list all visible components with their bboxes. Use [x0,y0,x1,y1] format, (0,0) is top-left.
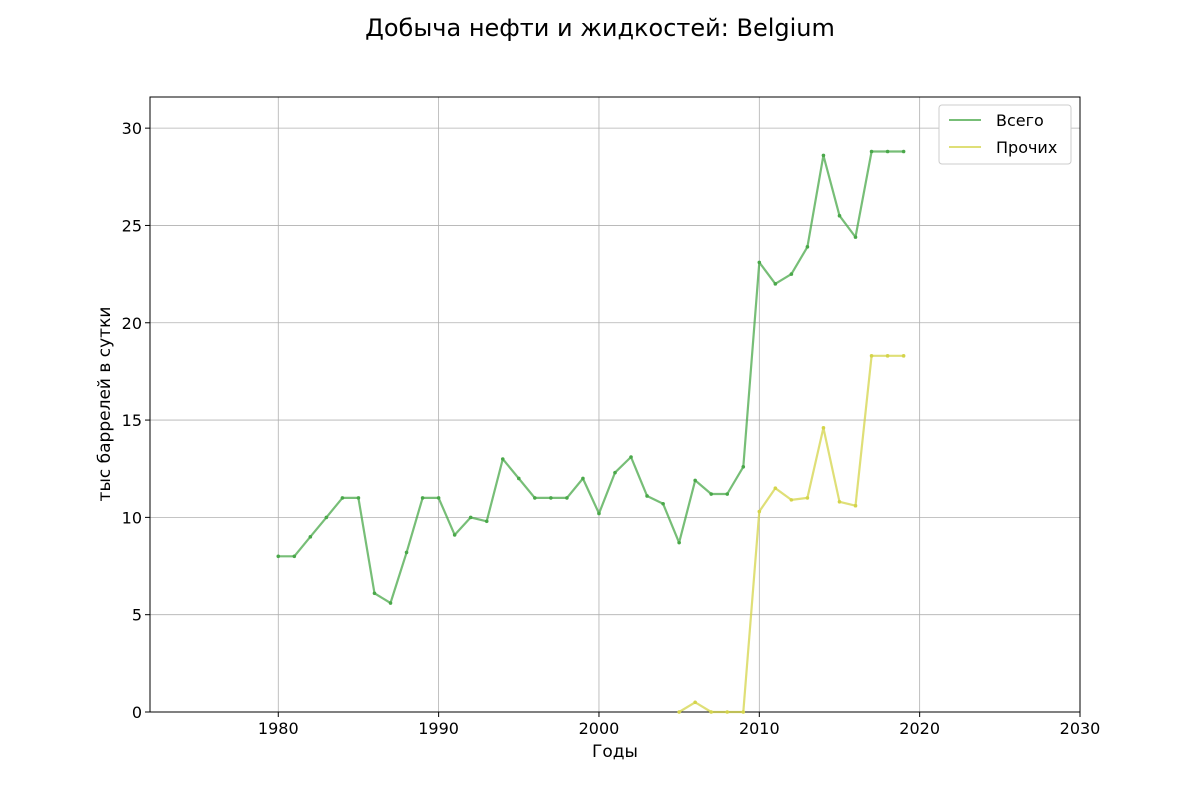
data-point-total [420,496,425,500]
data-point-total [645,494,649,498]
data-point-total [597,511,601,516]
data-point-total [468,515,473,520]
series-total [276,149,906,605]
data-point-total [821,153,826,158]
data-point-total [853,235,858,239]
chart-title: Добыча нефти и жидкостей: Belgium [365,14,835,42]
data-point-total [709,492,714,496]
x-tick-label: 1980 [258,719,299,738]
x-tick-label: 2000 [579,719,620,738]
data-point-total [693,478,697,483]
x-axis-label: Годы [592,742,638,762]
data-point-total [613,470,617,475]
data-point-total [340,496,345,500]
data-point-total [500,457,505,461]
data-point-other [709,710,714,714]
data-point-total [789,272,794,276]
data-point-total [757,260,762,265]
x-tick-label: 2030 [1060,719,1101,738]
data-point-other [805,496,810,500]
data-point-total [629,455,633,459]
data-point-other [693,700,697,705]
data-point-total [372,591,377,596]
data-point-total [324,515,329,520]
data-point-total [901,149,906,154]
y-tick-label: 15 [122,411,142,430]
series-line-total [278,150,904,605]
axis-ticks: 1980 1990 2000 2010 2020 2030 0 5 10 15 20 25 30 [122,119,1101,738]
grid [150,97,1081,713]
y-tick-label: 10 [122,508,142,527]
series-line-other [678,354,904,714]
data-point-other [869,354,874,358]
plot-frame [149,96,1081,713]
y-tick-label: 5 [132,606,142,625]
data-point-other [677,710,681,714]
data-point-total [773,282,778,286]
data-point-total [869,149,874,154]
data-point-other [885,354,890,358]
y-tick-label: 25 [122,216,142,235]
x-tick-label: 2020 [899,719,940,738]
data-point-other [773,486,778,490]
y-tick-label: 20 [122,314,142,333]
data-point-total [549,496,553,500]
y-tick-label: 30 [122,119,142,138]
legend-label-total: Всего [996,111,1044,130]
data-point-total [677,540,681,545]
legend-label-other: Прочих [996,138,1057,157]
data-point-other [821,426,826,430]
data-point-total [436,496,441,500]
data-point-total [661,501,665,506]
data-point-total [805,245,810,249]
data-point-total [308,535,313,539]
y-tick-label: 0 [132,703,142,722]
data-point-total [741,464,746,469]
data-point-total [725,492,730,496]
x-tick-label: 2010 [739,719,780,738]
data-point-other [853,503,858,508]
data-point-total [533,496,537,500]
data-point-other [789,498,794,502]
data-point-total [356,496,361,500]
data-point-total [452,533,457,537]
data-point-other [741,710,746,714]
data-point-other [837,500,842,504]
x-tick-label: 1990 [418,719,459,738]
legend: Всего Прочих [938,104,1072,165]
data-point-total [837,213,842,218]
data-point-other [757,509,762,514]
data-point-total [581,476,585,481]
data-point-total [276,554,281,559]
data-point-total [404,550,409,555]
series-other [677,354,906,714]
data-point-total [292,554,297,559]
data-point-total [388,601,393,605]
data-point-total [565,496,569,500]
data-point-other [725,710,730,714]
data-point-total [484,519,489,524]
data-point-total [885,149,890,154]
y-axis-label: тыс баррелей в сутки [95,307,115,502]
data-point-total [516,476,521,481]
series-lines [276,149,906,714]
data-point-other [901,354,906,358]
